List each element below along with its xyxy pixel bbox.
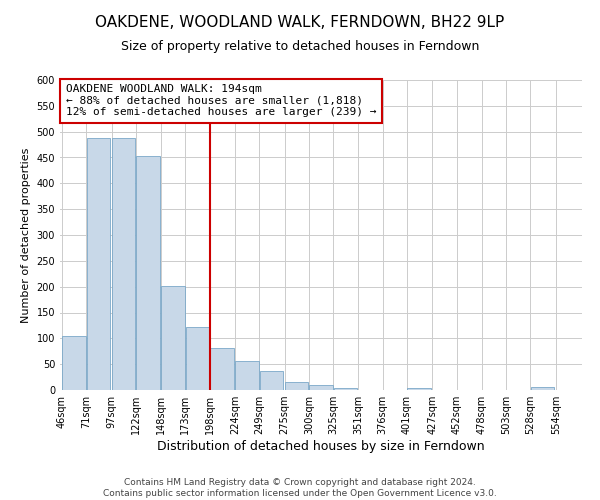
Text: OAKDENE WOODLAND WALK: 194sqm
← 88% of detached houses are smaller (1,818)
12% o: OAKDENE WOODLAND WALK: 194sqm ← 88% of d… <box>66 84 376 117</box>
Bar <box>136 156 160 390</box>
Bar <box>112 138 136 390</box>
Bar <box>62 336 86 390</box>
Text: Size of property relative to detached houses in Ferndown: Size of property relative to detached ho… <box>121 40 479 53</box>
Bar <box>161 286 185 390</box>
Bar <box>309 386 333 390</box>
Bar <box>285 382 308 390</box>
Bar <box>186 328 209 390</box>
X-axis label: Distribution of detached houses by size in Ferndown: Distribution of detached houses by size … <box>157 440 485 453</box>
Bar <box>260 372 283 390</box>
Bar <box>334 388 357 390</box>
Bar <box>235 360 259 390</box>
Y-axis label: Number of detached properties: Number of detached properties <box>21 148 31 322</box>
Bar <box>531 388 554 390</box>
Text: Contains HM Land Registry data © Crown copyright and database right 2024.
Contai: Contains HM Land Registry data © Crown c… <box>103 478 497 498</box>
Bar <box>86 138 110 390</box>
Bar <box>210 348 233 390</box>
Bar <box>407 388 431 390</box>
Text: OAKDENE, WOODLAND WALK, FERNDOWN, BH22 9LP: OAKDENE, WOODLAND WALK, FERNDOWN, BH22 9… <box>95 15 505 30</box>
